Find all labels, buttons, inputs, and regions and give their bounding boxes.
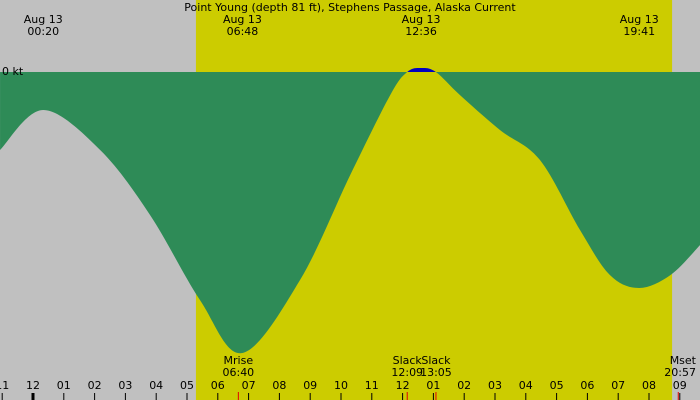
event-date: Aug 13 <box>24 13 63 26</box>
event-label: Slack <box>393 354 423 367</box>
x-tick-label: 06 <box>580 379 594 392</box>
x-tick-label: 09 <box>303 379 317 392</box>
x-tick-label: 06 <box>211 379 225 392</box>
x-tick-label: 07 <box>242 379 256 392</box>
x-tick-label: 07 <box>611 379 625 392</box>
current-area <box>0 67 700 354</box>
event-date: Aug 13 <box>620 13 659 26</box>
event-time: 12:09 <box>391 366 423 379</box>
zero-label: 0 kt <box>2 65 24 78</box>
event-time: 20:57 <box>664 366 696 379</box>
x-tick-label: 08 <box>272 379 286 392</box>
event-time: 06:48 <box>227 25 259 38</box>
event-date: Aug 13 <box>402 13 441 26</box>
event-label: Slack <box>421 354 451 367</box>
event-time: 12:36 <box>405 25 437 38</box>
x-tick-label: 04 <box>149 379 163 392</box>
event-label: Mrise <box>224 354 254 367</box>
event-date: Aug 13 <box>223 13 262 26</box>
x-tick-label: 11 <box>0 379 9 392</box>
x-tick-label: 05 <box>550 379 564 392</box>
x-tick-label: 03 <box>488 379 502 392</box>
x-tick-label: 11 <box>365 379 379 392</box>
x-tick-label: 10 <box>334 379 348 392</box>
event-label: Mset <box>670 354 697 367</box>
x-tick-label: 05 <box>180 379 194 392</box>
x-tick-label: 12 <box>396 379 410 392</box>
event-time: 19:41 <box>623 25 655 38</box>
chart-title: Point Young (depth 81 ft), Stephens Pass… <box>184 1 516 14</box>
x-tick-label: 12 <box>26 379 40 392</box>
event-time: 00:20 <box>27 25 59 38</box>
x-tick-label: 01 <box>57 379 71 392</box>
x-tick-label: 02 <box>88 379 102 392</box>
event-time: 13:05 <box>420 366 452 379</box>
event-time: 06:40 <box>222 366 254 379</box>
x-tick-label: 01 <box>426 379 440 392</box>
x-tick-label: 09 <box>673 379 687 392</box>
x-tick-label: 04 <box>519 379 533 392</box>
x-tick-label: 08 <box>642 379 656 392</box>
x-tick-label: 02 <box>457 379 471 392</box>
x-tick-label: 03 <box>118 379 132 392</box>
